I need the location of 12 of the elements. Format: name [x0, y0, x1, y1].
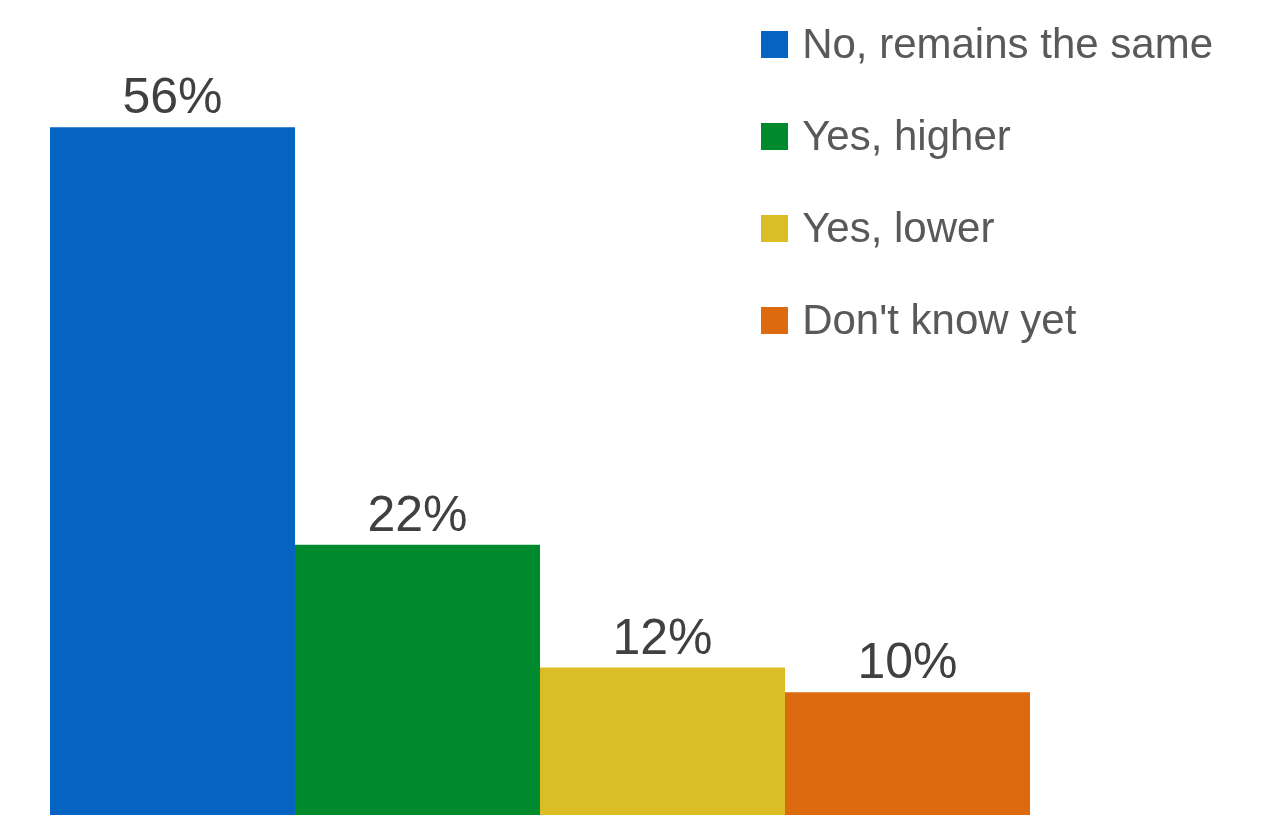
legend-label: Yes, lower	[802, 203, 995, 253]
legend-label: Yes, higher	[802, 111, 1011, 161]
data-label: 12%	[612, 608, 713, 665]
data-label: 56%	[122, 68, 223, 125]
bar	[295, 544, 540, 815]
legend-label: Don't know yet	[802, 295, 1077, 345]
bar	[50, 127, 295, 815]
bar	[785, 692, 1030, 815]
data-label: 10%	[857, 633, 958, 690]
bar	[540, 667, 785, 815]
legend-label: No, remains the same	[802, 19, 1213, 69]
data-label: 22%	[367, 485, 468, 542]
